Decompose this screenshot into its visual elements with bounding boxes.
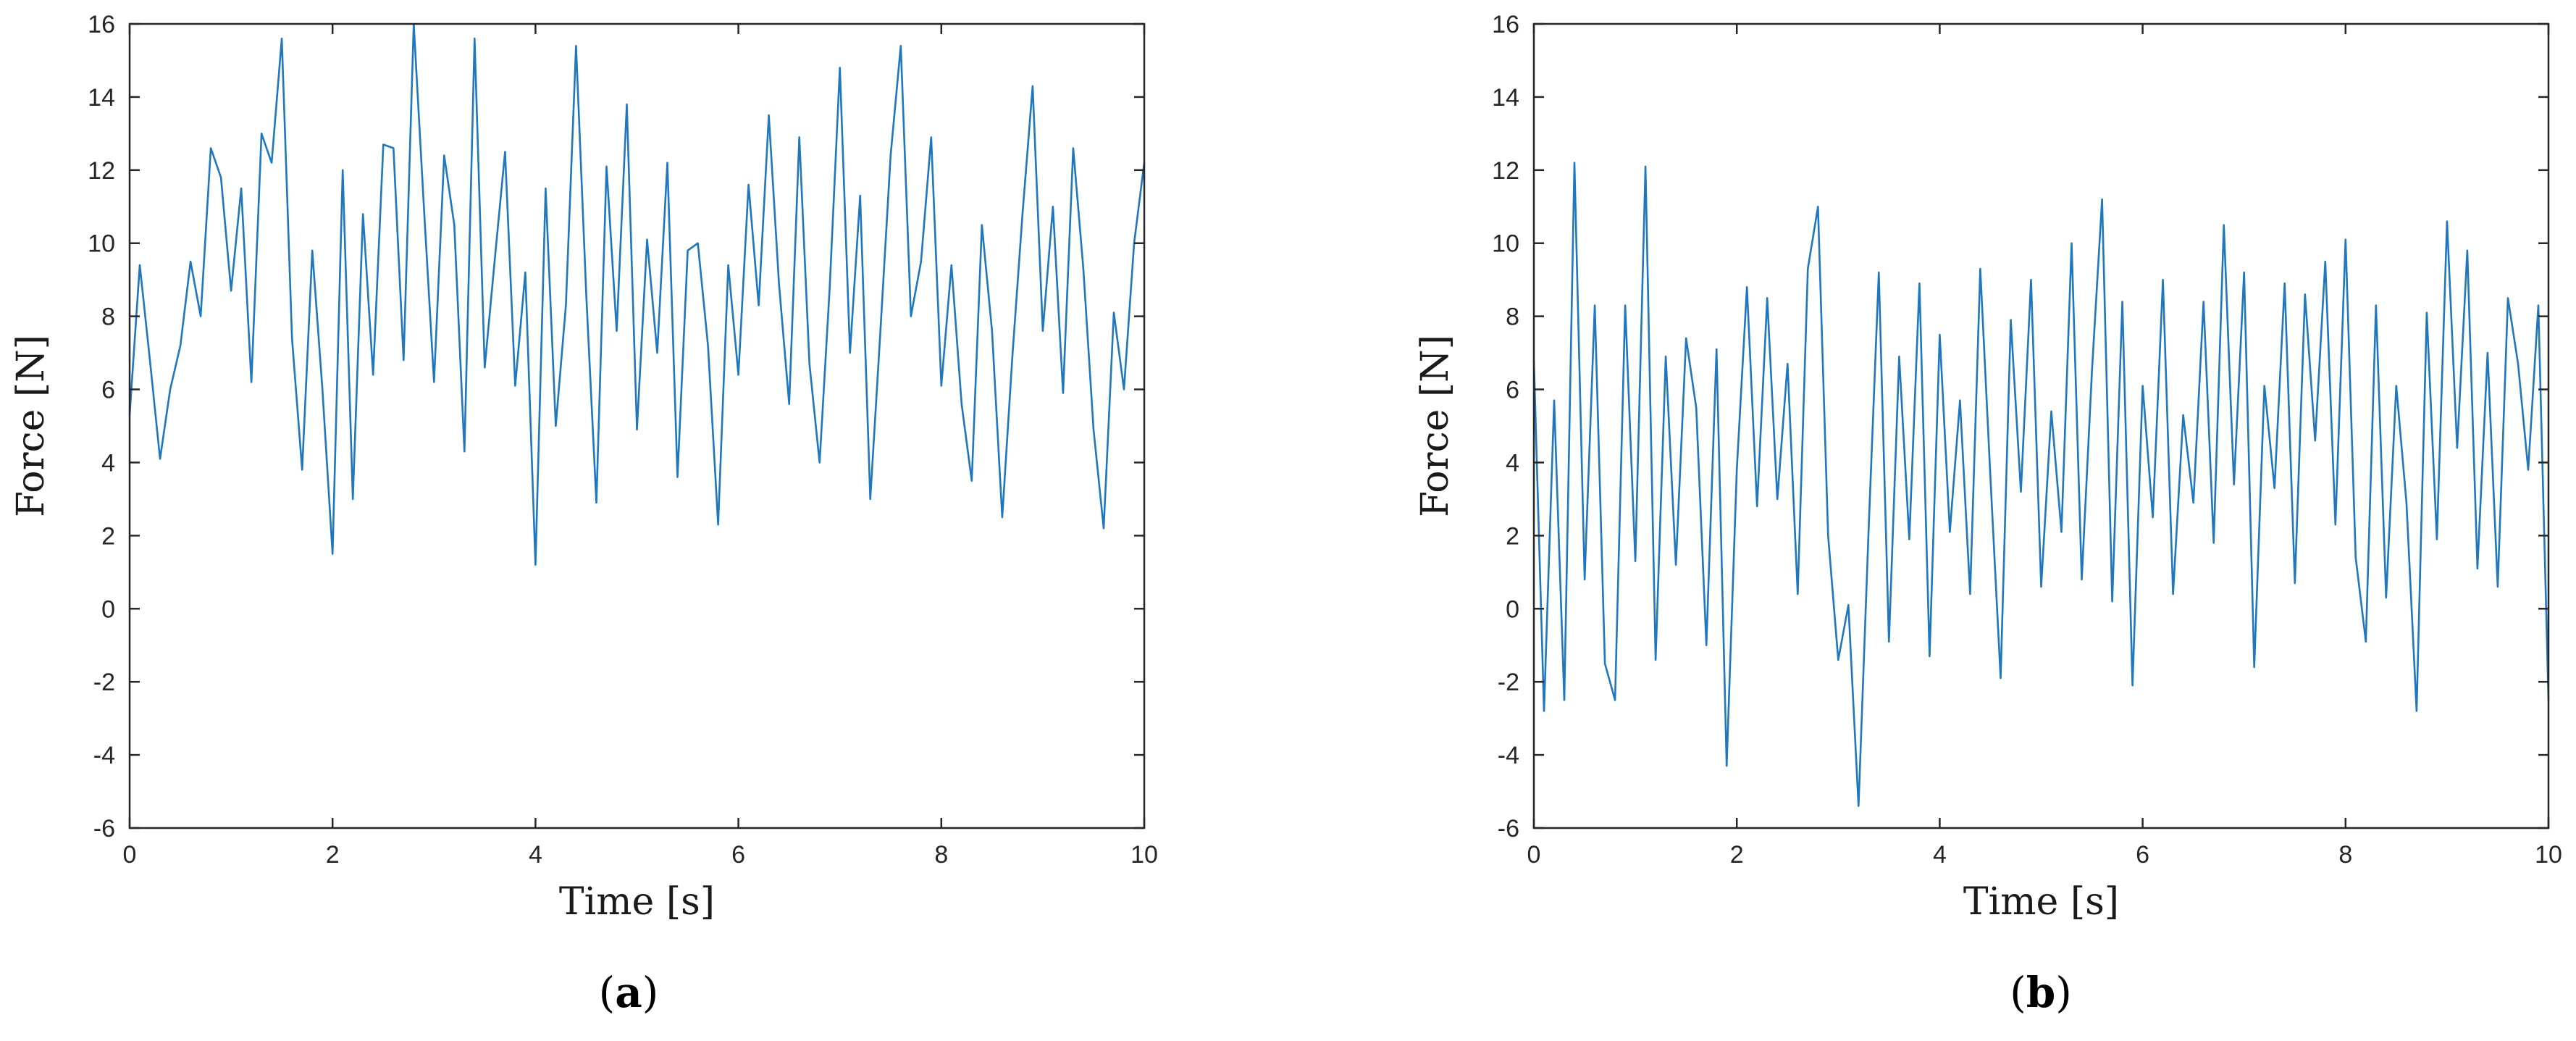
series-line [128, 22, 1146, 567]
y-tick-label: 6 [1506, 377, 1519, 404]
y-tick-label: 2 [101, 522, 115, 550]
y-tick-label: 8 [101, 304, 115, 331]
y-tick-label: 10 [88, 230, 115, 258]
y-tick-label: 6 [101, 377, 115, 404]
y-tick-label: 0 [101, 595, 115, 623]
y-tick-label: 14 [88, 84, 115, 112]
panel-label-open-paren: ( [2010, 968, 2026, 1017]
y-tick-label: 0 [1506, 595, 1519, 623]
series-line [1532, 162, 2550, 807]
panel-label-close-paren: ) [642, 968, 659, 1017]
y-axis-title: Force [N] [1414, 335, 1457, 517]
x-tick-label: 6 [731, 841, 745, 869]
x-tick-label: 8 [934, 841, 948, 869]
x-tick-label: 0 [123, 841, 137, 869]
y-tick-label: -4 [93, 742, 115, 769]
y-tick-label: -2 [1498, 669, 1519, 696]
x-tick-label: 4 [1933, 841, 1947, 869]
y-tick-label: 10 [1492, 230, 1519, 258]
x-tick-label: 8 [2338, 841, 2352, 869]
x-tick-label: 10 [1130, 841, 1158, 869]
y-tick-label: -2 [93, 669, 115, 696]
y-tick-label: 16 [1492, 11, 1519, 38]
panel-label-letter: b [2026, 968, 2056, 1017]
x-axis-title: Time [s] [559, 880, 715, 924]
y-tick-label: 4 [101, 449, 115, 477]
y-axis-title: Force [N] [9, 335, 53, 517]
chart-panel-b: 0 2 4 6 8 10 -6 -4 -2 0 2 4 6 8 10 12 14 16 Time [s] Force … [1414, 11, 2562, 1017]
y-tick-label: 8 [1506, 304, 1519, 331]
y-tick-label: 12 [88, 157, 115, 185]
panel-label-open-paren: ( [599, 968, 616, 1017]
x-tick-label: 4 [529, 841, 542, 869]
y-tick-label: 16 [88, 11, 115, 38]
chart-panel-a: 0 2 4 6 8 10 -6 -4 -2 0 2 4 6 8 10 12 14 16 Time [s] Force … [9, 11, 1158, 1017]
y-tick-label: -6 [93, 815, 115, 843]
axes-box [128, 22, 1146, 829]
axes-box [1532, 22, 2550, 829]
y-tick-label: 14 [1492, 84, 1519, 112]
y-tick-label: 2 [1506, 522, 1519, 550]
panel-label: (b) [2010, 968, 2072, 1017]
x-tick-label: 2 [1730, 841, 1744, 869]
y-tick-label: 12 [1492, 157, 1519, 185]
y-tick-label: -4 [1498, 742, 1519, 769]
y-tick-label: -6 [1498, 815, 1519, 843]
panel-label-close-paren: ) [2055, 968, 2072, 1017]
x-axis-title: Time [s] [1963, 880, 2119, 924]
panel-label-letter: a [615, 968, 642, 1017]
panel-label: (a) [599, 968, 659, 1017]
x-tick-label: 2 [326, 841, 340, 869]
x-tick-label: 10 [2535, 841, 2562, 869]
x-tick-label: 0 [1527, 841, 1541, 869]
x-tick-label: 6 [2136, 841, 2149, 869]
y-tick-label: 4 [1506, 449, 1519, 477]
